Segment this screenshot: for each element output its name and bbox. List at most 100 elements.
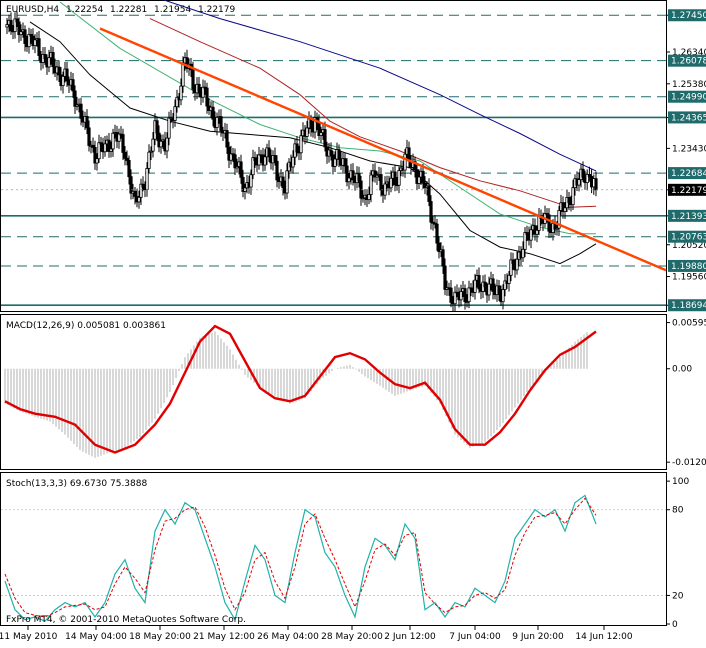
candle-body xyxy=(243,187,247,192)
candle-body xyxy=(465,301,469,304)
candle-body xyxy=(483,281,487,288)
stoch-series: 100 80 20 0 xyxy=(1,477,689,630)
macd-pane[interactable] xyxy=(0,314,667,470)
candle-body xyxy=(91,144,95,148)
time-tick-label: 9 Jun 20:00 xyxy=(512,632,564,642)
candle-body xyxy=(185,57,189,69)
candle-body xyxy=(73,90,77,107)
candle-body xyxy=(241,176,245,192)
candle-body xyxy=(173,106,177,121)
level-tag-bg xyxy=(668,111,706,124)
candle-body xyxy=(251,157,255,176)
candle-body xyxy=(219,116,223,132)
candle-body xyxy=(225,130,229,148)
price-tick-label: 1.25380 xyxy=(672,80,706,90)
level-tag-label: 1.27450 xyxy=(671,11,706,21)
candle-body xyxy=(459,291,463,301)
candle-body xyxy=(117,133,121,142)
horizontal-levels xyxy=(1,14,666,307)
macd-tick-label: 0.00 xyxy=(672,365,692,375)
stoch-pane[interactable] xyxy=(0,472,667,626)
candle-body xyxy=(571,187,575,206)
candle-body xyxy=(23,29,27,44)
candle-body xyxy=(57,66,61,76)
macd-tick-label: -0.01205 xyxy=(672,458,706,468)
candle-body xyxy=(97,142,101,160)
candle-body xyxy=(415,169,419,184)
level-tag-bg xyxy=(668,90,706,103)
trendline[interactable] xyxy=(99,27,667,272)
candle-body xyxy=(503,280,507,290)
candle-body xyxy=(357,173,361,182)
candle-body xyxy=(147,151,151,169)
candle-body xyxy=(313,117,317,133)
level-tag-bg xyxy=(668,259,706,272)
candle-body xyxy=(125,157,129,161)
candle-body xyxy=(523,232,527,250)
candle-body xyxy=(299,135,303,154)
price-axis: 1.27450 1.26340 1.25380 1.24365 1.23430 1.221… xyxy=(1,9,706,312)
candle-body xyxy=(501,289,505,303)
candle-body xyxy=(129,176,133,194)
time-tick-label: 2 Jun 12:00 xyxy=(384,632,436,642)
candle-body xyxy=(229,153,233,161)
candle-body xyxy=(43,53,47,60)
candle-body xyxy=(145,168,149,190)
candle-body xyxy=(191,69,195,90)
candle-body xyxy=(111,132,115,150)
candle-body xyxy=(393,171,397,186)
candle-body xyxy=(93,146,97,164)
candle-body xyxy=(351,170,355,181)
candle-body xyxy=(257,154,261,166)
candle-body xyxy=(263,156,267,166)
candle-body xyxy=(491,278,495,292)
candle-body xyxy=(507,274,511,284)
ma-line-1 xyxy=(149,18,597,208)
candle-body xyxy=(329,149,333,156)
candle-body xyxy=(585,174,589,184)
ohlc-open: 1.22254 xyxy=(66,5,103,15)
time-tick-label: 11 May 2010 xyxy=(0,632,58,642)
time-tick-label: 21 May 12:00 xyxy=(193,632,255,642)
candle-body xyxy=(33,39,37,47)
price-series xyxy=(5,11,598,312)
candle-body xyxy=(175,96,179,108)
candle-body xyxy=(319,132,323,136)
candle-body xyxy=(155,120,159,134)
candle-body xyxy=(139,183,143,198)
ohlc-close: 1.22179 xyxy=(198,5,235,15)
candle-body xyxy=(267,147,271,157)
candle-body xyxy=(359,180,363,199)
candle-body xyxy=(403,153,407,171)
ohlc-high: 1.22281 xyxy=(110,5,147,15)
candle-body xyxy=(369,174,373,195)
candle-body xyxy=(594,178,598,191)
candle-body xyxy=(275,160,279,181)
candle-body xyxy=(429,201,433,223)
candle-body xyxy=(309,118,313,130)
stoch-tick-label: 0 xyxy=(672,620,678,630)
time-tick-label: 26 May 04:00 xyxy=(257,632,319,642)
candle-body xyxy=(157,132,161,148)
trendline-group[interactable] xyxy=(99,27,667,272)
candle-body xyxy=(383,183,387,196)
candle-body xyxy=(253,157,257,161)
level-tag-bg xyxy=(668,9,706,22)
candle-body xyxy=(521,248,525,259)
candle-body xyxy=(373,170,377,178)
candle-body xyxy=(179,85,183,101)
candle-body xyxy=(389,177,393,189)
candle-body xyxy=(423,182,427,189)
time-tick-label: 28 May 20:00 xyxy=(321,632,383,642)
candle-body xyxy=(333,158,337,167)
candle-body xyxy=(547,214,551,232)
stoch-tick-label: 20 xyxy=(672,591,684,601)
stoch-tick-label: 100 xyxy=(672,477,689,487)
candle-body xyxy=(413,161,417,171)
price-tick-label: 1.20520 xyxy=(672,241,706,251)
candle-body xyxy=(305,127,309,137)
candle-body xyxy=(555,227,559,230)
candle-body xyxy=(201,86,205,98)
